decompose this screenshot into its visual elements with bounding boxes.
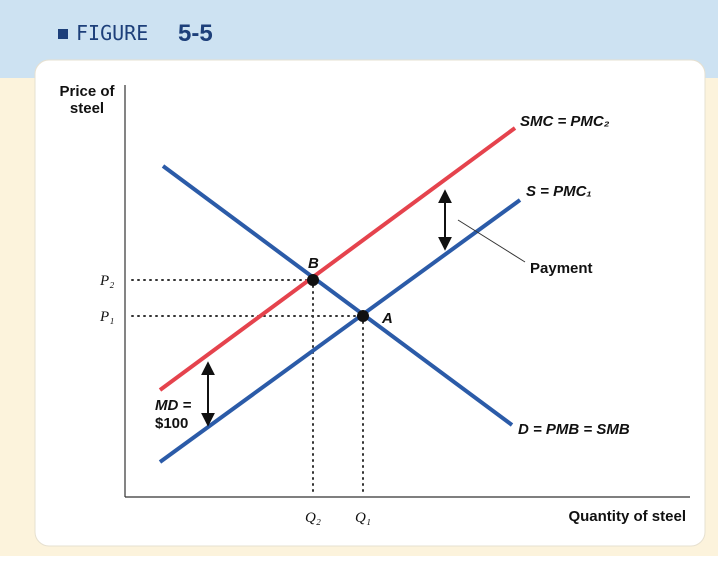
point-a-label: A <box>381 310 393 327</box>
y-axis-label: Price of <box>59 83 115 100</box>
point-a <box>357 310 369 322</box>
s-label: S = PMC₁ <box>526 183 592 200</box>
panel <box>34 59 706 547</box>
s-curve <box>158 198 522 464</box>
payment-leader <box>457 219 526 263</box>
x-axis-label: Quantity of steel <box>568 508 686 525</box>
figure-number: 5-5 <box>178 20 213 47</box>
point-b <box>307 274 319 286</box>
md-label: MD = <box>155 397 191 414</box>
q1-label: Q₁ <box>355 510 371 526</box>
figure-label: FIGURE <box>76 21 148 45</box>
payment-label: Payment <box>530 260 593 277</box>
d-label: D = PMB = SMB <box>518 421 630 438</box>
q2-label: Q₂ <box>305 510 321 526</box>
guides <box>131 279 364 496</box>
d-curve <box>161 164 514 427</box>
header-square <box>58 29 68 39</box>
y-axis-label: steel <box>70 100 104 117</box>
md-label: $100 <box>155 415 188 432</box>
p2-label: P₂ <box>99 273 114 289</box>
smc-label: SMC = PMC₂ <box>520 113 610 130</box>
point-b-label: B <box>308 255 319 272</box>
p1-label: P₁ <box>99 309 114 325</box>
smc-curve <box>158 126 517 392</box>
